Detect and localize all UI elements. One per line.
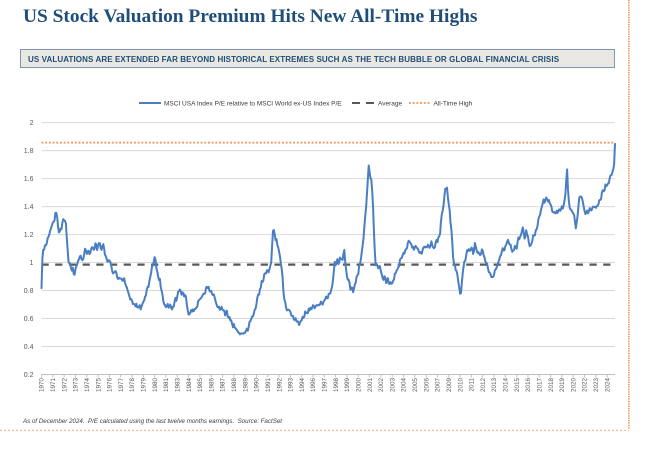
svg-text:1990: 1990 xyxy=(254,378,261,393)
svg-text:0.4: 0.4 xyxy=(24,344,34,351)
svg-text:1994: 1994 xyxy=(299,378,306,393)
svg-text:2003: 2003 xyxy=(389,378,396,393)
svg-text:2013: 2013 xyxy=(491,378,498,393)
svg-text:2018: 2018 xyxy=(548,378,555,393)
svg-text:2012: 2012 xyxy=(480,378,487,393)
svg-text:1.6: 1.6 xyxy=(24,176,34,183)
svg-text:1980: 1980 xyxy=(152,378,159,393)
svg-text:2009: 2009 xyxy=(446,378,453,393)
svg-text:2010: 2010 xyxy=(457,378,464,393)
svg-text:2020: 2020 xyxy=(570,378,577,393)
svg-text:1: 1 xyxy=(30,260,34,267)
svg-text:1978: 1978 xyxy=(129,378,136,393)
svg-text:Average: Average xyxy=(378,100,402,107)
svg-text:2015: 2015 xyxy=(514,378,521,393)
svg-text:1983: 1983 xyxy=(175,378,182,393)
svg-text:1997: 1997 xyxy=(322,378,329,393)
svg-text:1977: 1977 xyxy=(118,378,125,393)
svg-text:2016: 2016 xyxy=(525,378,532,393)
svg-text:2014: 2014 xyxy=(503,378,510,393)
svg-text:MSCI USA Index P/E relative to: MSCI USA Index P/E relative to MSCI Worl… xyxy=(164,100,342,107)
svg-text:1.8: 1.8 xyxy=(24,148,34,155)
svg-text:2007: 2007 xyxy=(435,378,442,393)
svg-text:0.2: 0.2 xyxy=(24,372,34,379)
svg-text:1976: 1976 xyxy=(107,378,114,393)
svg-text:0.8: 0.8 xyxy=(24,288,34,295)
svg-text:2000: 2000 xyxy=(356,378,363,393)
svg-text:1987: 1987 xyxy=(220,378,227,393)
svg-text:1972: 1972 xyxy=(61,378,68,393)
svg-text:1970: 1970 xyxy=(39,378,46,393)
svg-text:2006: 2006 xyxy=(423,378,430,393)
svg-text:1973: 1973 xyxy=(73,378,80,393)
svg-text:1993: 1993 xyxy=(288,378,295,393)
svg-text:2022: 2022 xyxy=(582,378,589,393)
svg-text:0.6: 0.6 xyxy=(24,316,34,323)
svg-text:2005: 2005 xyxy=(412,378,419,393)
svg-text:1974: 1974 xyxy=(84,378,91,393)
svg-text:1999: 1999 xyxy=(344,378,351,393)
svg-text:1.2: 1.2 xyxy=(24,232,34,239)
svg-text:2011: 2011 xyxy=(469,378,476,392)
svg-text:1985: 1985 xyxy=(197,378,204,393)
svg-text:2017: 2017 xyxy=(537,378,544,393)
svg-text:2004: 2004 xyxy=(401,378,408,393)
svg-text:1986: 1986 xyxy=(208,378,215,393)
svg-text:1975: 1975 xyxy=(95,378,102,393)
svg-text:1981: 1981 xyxy=(163,378,170,393)
svg-text:2002: 2002 xyxy=(378,378,385,393)
svg-text:2024: 2024 xyxy=(604,378,611,393)
svg-text:1988: 1988 xyxy=(231,378,238,393)
svg-text:1971: 1971 xyxy=(50,378,57,393)
svg-text:1.4: 1.4 xyxy=(24,204,34,211)
svg-text:1979: 1979 xyxy=(141,378,148,393)
svg-text:2019: 2019 xyxy=(559,378,566,393)
svg-text:2001: 2001 xyxy=(367,378,374,393)
svg-text:All-Time High: All-Time High xyxy=(434,100,473,107)
svg-text:1998: 1998 xyxy=(333,378,340,393)
svg-text:1989: 1989 xyxy=(242,378,249,393)
svg-text:2: 2 xyxy=(30,120,34,127)
svg-text:2023: 2023 xyxy=(593,378,600,393)
svg-text:1992: 1992 xyxy=(276,378,283,393)
svg-text:1984: 1984 xyxy=(186,378,193,393)
svg-text:1996: 1996 xyxy=(310,378,317,393)
svg-text:1991: 1991 xyxy=(265,378,272,393)
